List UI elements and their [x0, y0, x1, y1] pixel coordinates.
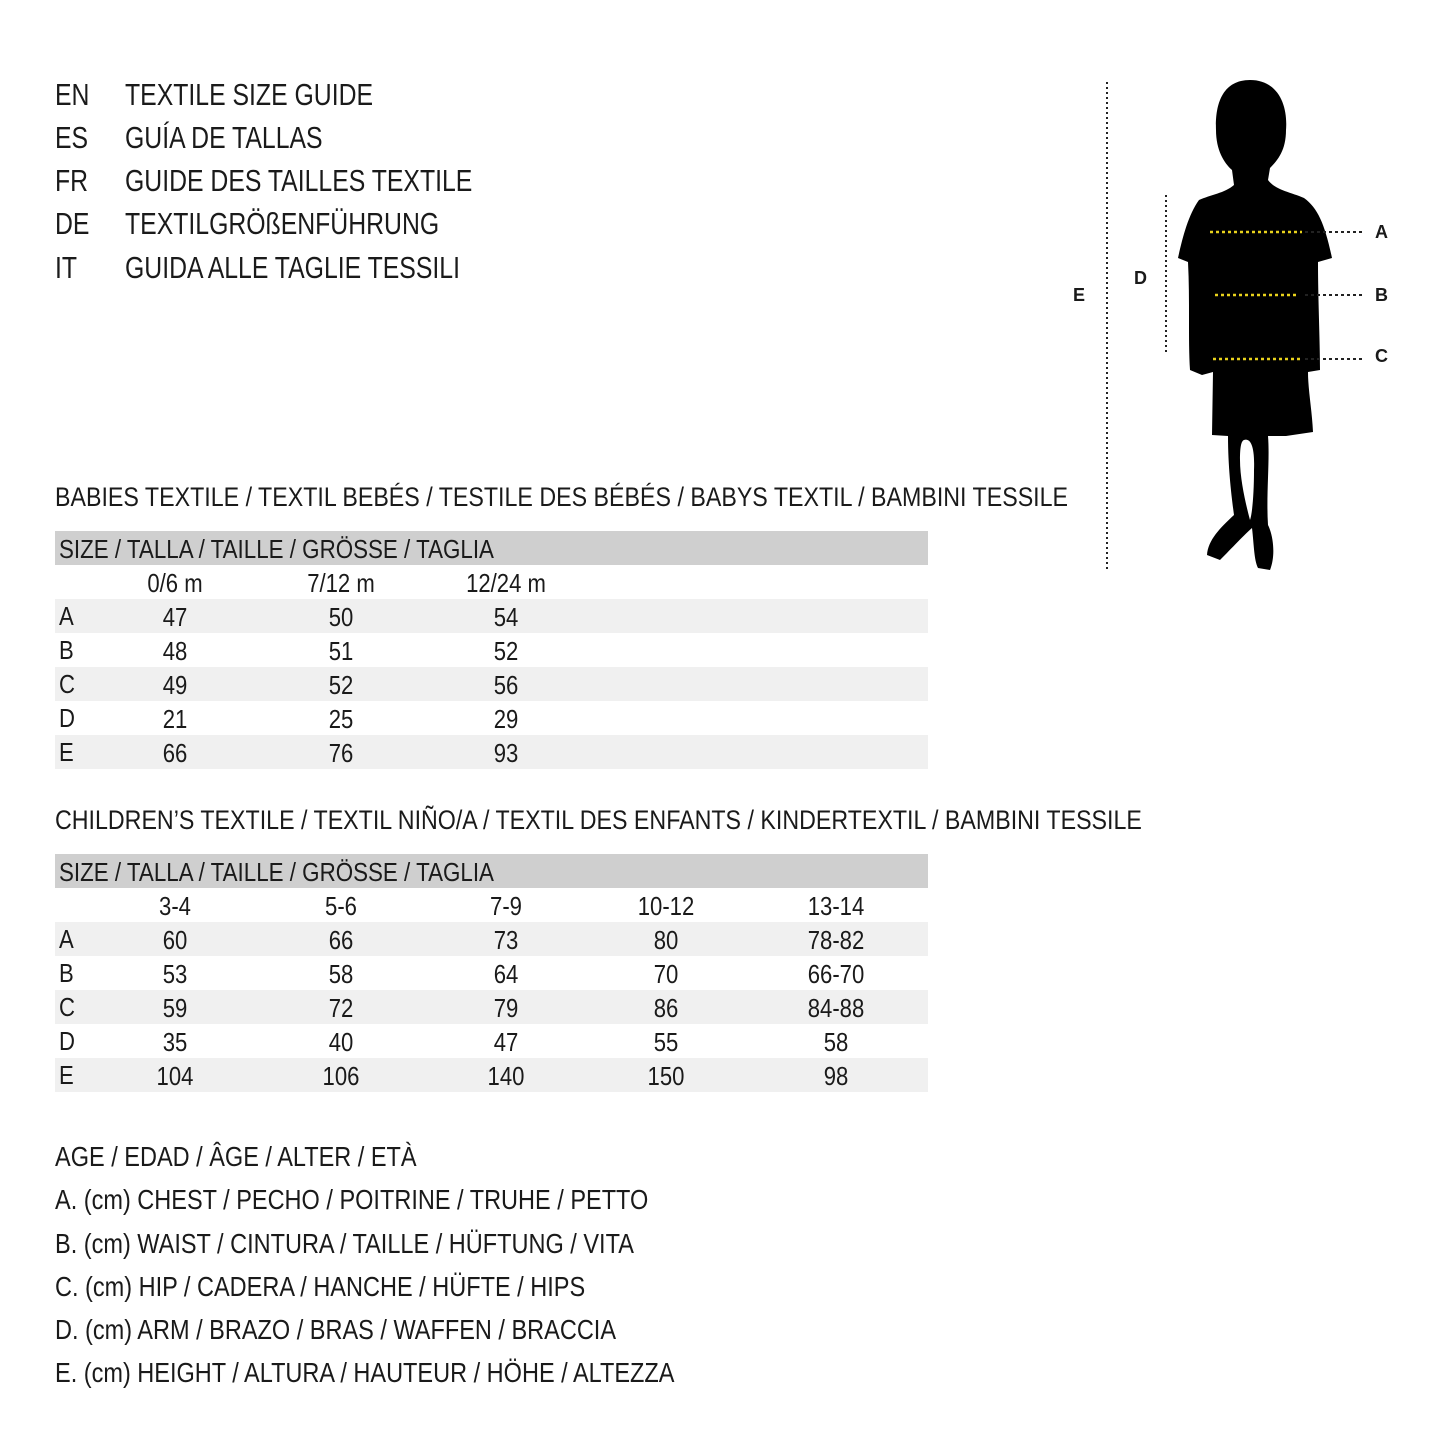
row-label: E — [59, 737, 74, 767]
children-section-title: CHILDREN’S TEXTILE / TEXTIL NIÑO/A / TEX… — [55, 805, 1142, 835]
column-header: 7-9 — [490, 891, 522, 921]
table-cell: 140 — [487, 1061, 525, 1091]
table-cell: 86 — [653, 993, 679, 1023]
row-label: E — [59, 1060, 74, 1090]
table-cell: 35 — [162, 1027, 188, 1057]
table-row: C 59 72 79 86 84-88 — [55, 990, 928, 1024]
title-fr: GUIDE DES TAILLES TEXTILE — [125, 163, 473, 198]
column-header: 5-6 — [325, 891, 357, 921]
silhouette-shape — [1178, 80, 1332, 570]
label-c: C — [1375, 346, 1388, 366]
row-label: A — [59, 601, 74, 631]
table-row: A 47 50 54 — [55, 599, 928, 633]
table-cell: 70 — [653, 959, 679, 989]
row-label: A — [59, 924, 74, 954]
table-cell: 50 — [328, 602, 354, 632]
legend-item-e: E. (cm) HEIGHT / ALTURA / HAUTEUR / HÖHE… — [55, 1357, 675, 1388]
table-row: A 60 66 73 80 78-82 — [55, 922, 928, 956]
table-cell: 25 — [328, 704, 354, 734]
table-cell: 72 — [328, 993, 354, 1023]
table-row: E 104 106 140 150 98 — [55, 1058, 928, 1092]
table-cell: 76 — [328, 738, 354, 768]
row-label: C — [59, 669, 75, 699]
column-header: 0/6 m — [147, 568, 203, 598]
table-cell: 59 — [162, 993, 188, 1023]
label-a: A — [1375, 222, 1388, 242]
lang-code-es: ES — [55, 120, 89, 155]
table-cell: 40 — [328, 1027, 354, 1057]
row-label: B — [59, 958, 74, 988]
table-cell: 98 — [823, 1061, 849, 1091]
lang-code-it: IT — [55, 250, 78, 285]
table-cell: 73 — [493, 925, 519, 955]
table-cell: 52 — [328, 670, 354, 700]
table-cell: 78-82 — [807, 925, 865, 955]
row-label: D — [59, 703, 75, 733]
table-cell: 21 — [162, 704, 188, 734]
column-header: 10-12 — [637, 891, 695, 921]
table-cell: 79 — [493, 993, 519, 1023]
table-row: B 53 58 64 70 66-70 — [55, 956, 928, 990]
table-cell: 66-70 — [807, 959, 865, 989]
table-cell: 54 — [493, 602, 519, 632]
table-cell: 29 — [493, 704, 519, 734]
children-size-table: SIZE / TALLA / TAILLE / GRÖSSE / TAGLIA … — [55, 854, 928, 1092]
column-header: 13-14 — [807, 891, 865, 921]
table-cell: 53 — [162, 959, 188, 989]
table-row: B 48 51 52 — [55, 633, 928, 667]
table-cell: 55 — [653, 1027, 679, 1057]
table-cell: 64 — [493, 959, 519, 989]
table-cell: 48 — [162, 636, 188, 666]
row-label: D — [59, 1026, 75, 1056]
title-es: GUÍA DE TALLAS — [125, 120, 323, 155]
table-cell: 58 — [328, 959, 354, 989]
title-it: GUIDA ALLE TAGLIE TESSILI — [125, 250, 460, 285]
lang-code-de: DE — [55, 206, 90, 241]
table-cell: 56 — [493, 670, 519, 700]
title-en: TEXTILE SIZE GUIDE — [125, 77, 374, 112]
table-row: E 66 76 93 — [55, 735, 928, 769]
title-de: TEXTILGRÖßENFÜHRUNG — [125, 206, 440, 241]
label-b: B — [1375, 285, 1388, 305]
table-row: D 35 40 47 55 58 — [55, 1024, 928, 1058]
label-e: E — [1073, 285, 1086, 305]
size-header-bar: SIZE / TALLA / TAILLE / GRÖSSE / TAGLIA — [55, 854, 928, 888]
lang-code-en: EN — [55, 77, 90, 112]
legend-item-a: A. (cm) CHEST / PECHO / POITRINE / TRUHE… — [55, 1184, 649, 1215]
row-label: B — [59, 635, 74, 665]
table-cell: 66 — [162, 738, 188, 768]
column-header: 12/24 m — [466, 568, 546, 598]
babies-size-table: SIZE / TALLA / TAILLE / GRÖSSE / TAGLIA … — [55, 531, 928, 769]
column-header: 7/12 m — [307, 568, 375, 598]
legend-item-b: B. (cm) WAIST / CINTURA / TAILLE / HÜFTU… — [55, 1228, 634, 1259]
lang-code-fr: FR — [55, 163, 89, 198]
table-cell: 104 — [156, 1061, 194, 1091]
table-cell: 52 — [493, 636, 519, 666]
table-cell: 93 — [493, 738, 519, 768]
table-cell: 80 — [653, 925, 679, 955]
row-label: C — [59, 992, 75, 1022]
table-cell: 47 — [162, 602, 188, 632]
legend-item-c: C. (cm) HIP / CADERA / HANCHE / HÜFTE / … — [55, 1271, 586, 1302]
table-cell: 150 — [647, 1061, 685, 1091]
table-row: C 49 52 56 — [55, 667, 928, 701]
label-d: D — [1134, 268, 1147, 288]
table-cell: 49 — [162, 670, 188, 700]
legend-item-d: D. (cm) ARM / BRAZO / BRAS / WAFFEN / BR… — [55, 1314, 617, 1345]
legend-age: AGE / EDAD / ÂGE / ALTER / ETÀ — [55, 1141, 417, 1172]
table-cell: 47 — [493, 1027, 519, 1057]
babies-section-title: BABIES TEXTILE / TEXTIL BEBÉS / TESTILE … — [55, 482, 1069, 512]
size-header-bar: SIZE / TALLA / TAILLE / GRÖSSE / TAGLIA — [55, 531, 928, 565]
table-cell: 106 — [322, 1061, 360, 1091]
table-cell: 84-88 — [807, 993, 865, 1023]
table-cell: 60 — [162, 925, 188, 955]
table-cell: 58 — [823, 1027, 849, 1057]
table-row: D 21 25 29 — [55, 701, 928, 735]
column-header-row: 0/6 m 7/12 m 12/24 m — [55, 565, 928, 599]
table-cell: 66 — [328, 925, 354, 955]
child-silhouette-icon — [1106, 80, 1362, 570]
column-header-row: 3-4 5-6 7-9 10-12 13-14 — [55, 888, 928, 922]
column-header: 3-4 — [159, 891, 191, 921]
table-cell: 51 — [328, 636, 354, 666]
